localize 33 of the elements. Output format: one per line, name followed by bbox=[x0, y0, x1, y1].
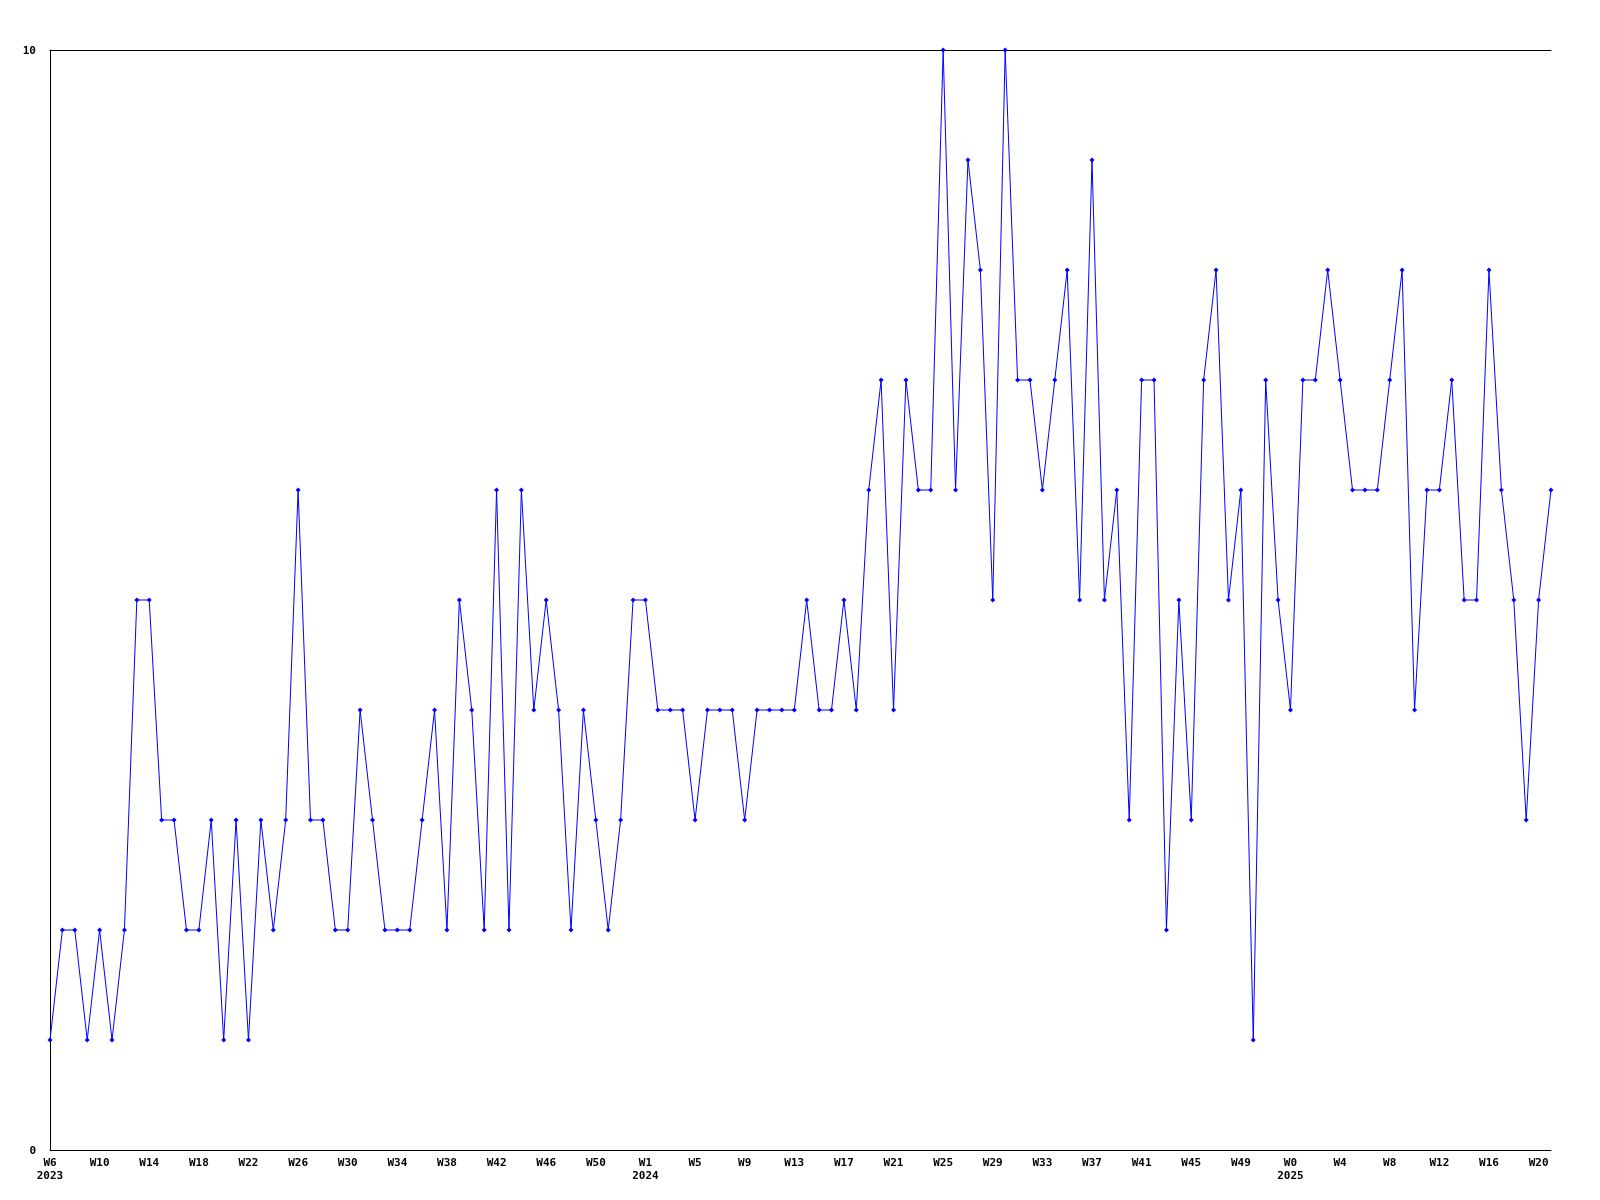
x-tick-label: W45 bbox=[1181, 1156, 1202, 1169]
x-tick-label: W20 bbox=[1528, 1156, 1549, 1169]
x-tick-label: W17 bbox=[833, 1156, 854, 1169]
x-tick-label: W30 bbox=[337, 1156, 358, 1169]
x-tick-label: W38 bbox=[437, 1156, 457, 1169]
y-tick-label: 0 bbox=[29, 1143, 36, 1157]
x-tick-label: W6 2023 bbox=[36, 1156, 64, 1182]
x-tick-label: W5 bbox=[688, 1156, 702, 1169]
x-tick-label: W49 bbox=[1230, 1156, 1251, 1169]
x-tick-label: W10 bbox=[89, 1156, 110, 1169]
x-tick-label: W0 2025 bbox=[1277, 1156, 1304, 1182]
x-tick-label: W12 bbox=[1429, 1156, 1450, 1169]
x-tick-label: W37 bbox=[1082, 1156, 1102, 1169]
x-tick-label: W25 bbox=[933, 1156, 954, 1169]
x-tick-label: W29 bbox=[982, 1156, 1003, 1169]
x-tick-label: W42 bbox=[486, 1156, 507, 1169]
x-tick-label: W9 bbox=[738, 1156, 752, 1169]
x-tick-label: W41 bbox=[1131, 1156, 1152, 1169]
x-tick-label: W14 bbox=[139, 1156, 160, 1169]
x-tick-label: W33 bbox=[1032, 1156, 1053, 1169]
x-tick-label: W8 bbox=[1383, 1156, 1397, 1169]
y-tick-label: 10 bbox=[22, 43, 36, 57]
x-tick-label: W13 bbox=[784, 1156, 805, 1169]
x-tick-label: W1 2024 bbox=[632, 1156, 660, 1182]
x-tick-label: W18 bbox=[188, 1156, 209, 1169]
x-tick-label: W26 bbox=[288, 1156, 309, 1169]
x-tick-label: W34 bbox=[387, 1156, 408, 1169]
x-tick-label: W22 bbox=[238, 1156, 259, 1169]
x-tick-label: W50 bbox=[585, 1156, 606, 1169]
x-tick-label: W21 bbox=[883, 1156, 904, 1169]
x-tick-label: W16 bbox=[1479, 1156, 1500, 1169]
x-tick-label: W4 bbox=[1333, 1156, 1348, 1169]
x-tick-label: W46 bbox=[536, 1156, 557, 1169]
